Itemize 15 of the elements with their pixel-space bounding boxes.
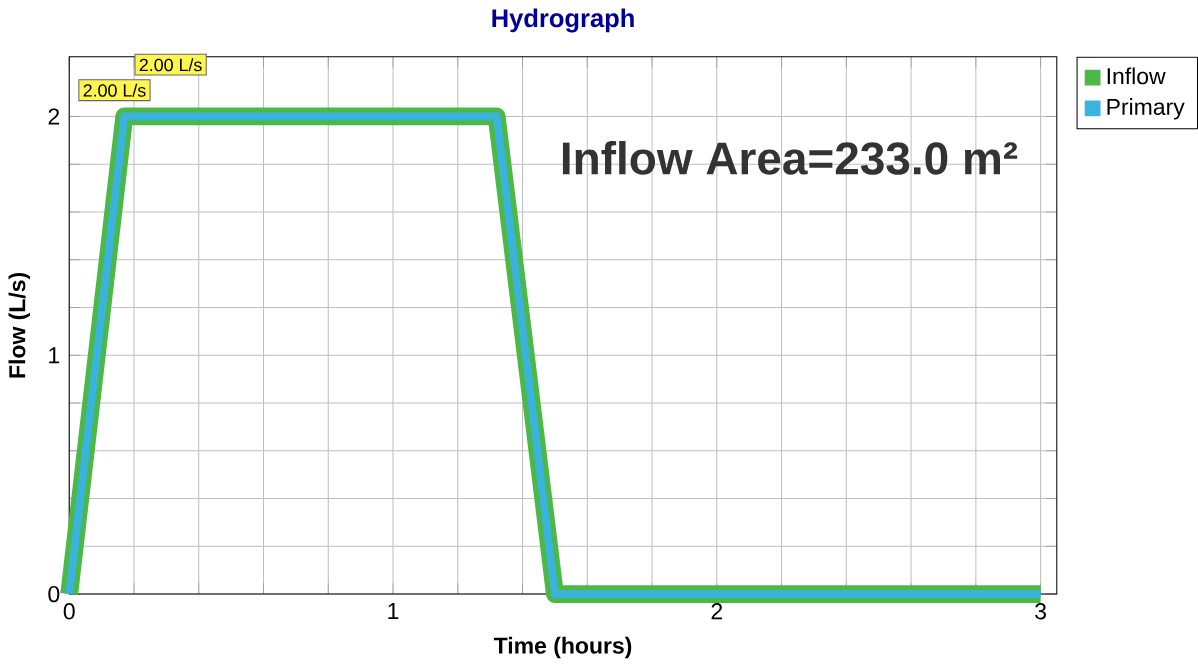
x-tick-label: 3	[1035, 603, 1046, 620]
y-tick-label: 0	[48, 586, 60, 603]
legend-label: Inflow	[1107, 67, 1166, 85]
x-axis-title: Time (hours)	[493, 636, 632, 659]
chart-title: Hydrograph	[492, 8, 634, 33]
legend-label: Primary	[1107, 98, 1185, 120]
x-tick-label: 0	[63, 603, 75, 620]
x-tick-label: 1	[388, 603, 399, 619]
data-label: 2.00 L/s	[139, 58, 202, 72]
x-tick-label: 2	[711, 603, 723, 620]
y-axis-title: Flow (L/s)	[8, 273, 30, 378]
data-label: 2.00 L/s	[83, 83, 146, 97]
y-tick-label: 1	[49, 347, 60, 364]
annotation: Inflow Area=233.0 m²	[562, 141, 1018, 175]
y-tick-label: 2	[48, 108, 60, 125]
